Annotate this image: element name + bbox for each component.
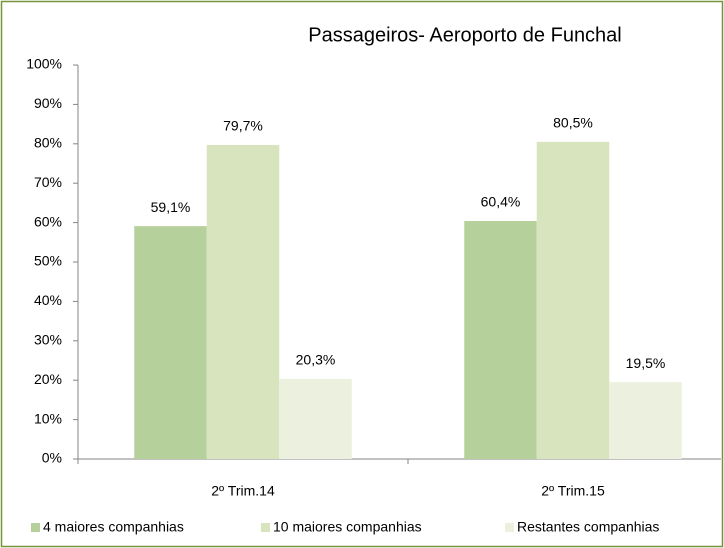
legend-swatch <box>31 523 40 532</box>
x-tick-label: 2º Trim.14 <box>211 483 275 499</box>
legend-label: Restantes companhias <box>517 519 659 535</box>
y-tick-label: 30% <box>34 332 62 348</box>
legend-label: 10 maiores companhias <box>273 519 422 535</box>
y-tick-label: 0% <box>42 450 62 466</box>
y-tick-label: 60% <box>34 213 62 229</box>
value-label: 80,5% <box>553 115 593 131</box>
legend-swatch <box>505 523 514 532</box>
value-label: 79,7% <box>223 118 263 134</box>
value-label: 20,3% <box>296 352 336 368</box>
bar <box>536 141 610 459</box>
legend-swatch <box>261 523 270 532</box>
y-tick-label: 80% <box>34 135 62 151</box>
y-tick-label: 90% <box>34 95 62 111</box>
value-label: 59,1% <box>151 199 191 215</box>
bar <box>609 382 682 459</box>
bar <box>206 144 280 459</box>
bar <box>279 379 352 459</box>
value-label: 19,5% <box>626 355 666 371</box>
y-tick-label: 20% <box>34 371 62 387</box>
x-tick-label: 2º Trim.15 <box>541 483 605 499</box>
y-tick-label: 50% <box>34 253 62 269</box>
bar <box>464 221 537 459</box>
value-label: 60,4% <box>481 194 521 210</box>
y-tick-label: 70% <box>34 174 62 190</box>
legend-label: 4 maiores companhias <box>43 519 184 535</box>
y-tick-label: 100% <box>26 56 62 72</box>
y-tick-label: 40% <box>34 292 62 308</box>
chart-title: Passageiros- Aeroporto de Funchal <box>308 24 622 46</box>
y-tick-label: 10% <box>34 410 62 426</box>
bar <box>134 226 207 459</box>
